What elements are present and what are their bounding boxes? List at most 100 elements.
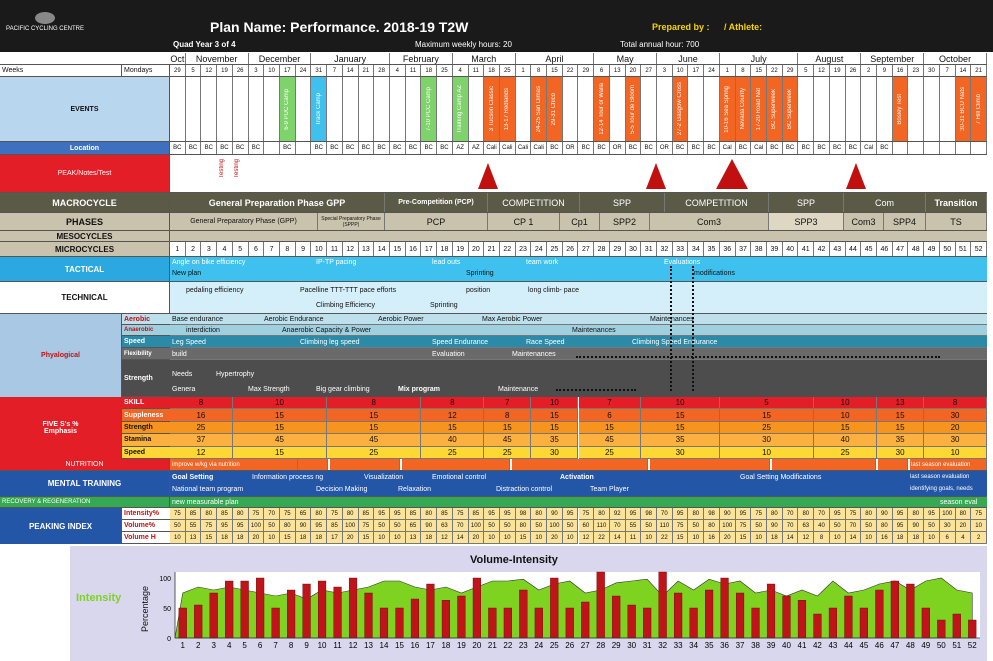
macro-gpp: General Preparation Phase GPP xyxy=(170,193,385,212)
monday-cell: 10 xyxy=(673,65,689,76)
anaerobic-band xyxy=(122,325,987,336)
peaking-value: 95 xyxy=(499,508,516,520)
peaking-value: 95 xyxy=(232,520,249,532)
location-cell: BC xyxy=(814,142,830,154)
recovery-1: new measurable plan xyxy=(172,499,239,506)
x-tick-label: 9 xyxy=(304,641,309,650)
x-tick-label: 32 xyxy=(658,641,667,650)
peaking-value: 20 xyxy=(342,532,359,544)
phases-label: PHASES xyxy=(0,213,170,230)
microcycle-cell: 5 xyxy=(233,242,249,256)
phase-cp1: CP 1 xyxy=(488,213,560,230)
peaking-value: 95 xyxy=(217,520,233,532)
intensity-bar xyxy=(705,589,714,639)
nutrition-label: NUTRITION xyxy=(0,459,170,470)
speed-band xyxy=(122,336,987,348)
intensity-bar xyxy=(364,592,373,639)
peaking-value: 10 xyxy=(641,532,658,544)
peaking-value: 90 xyxy=(421,520,438,532)
intensity-bar xyxy=(534,607,543,639)
peaking-value: 80 xyxy=(515,520,532,532)
events-row: EVENTS 6-9 PUC Camp Track Camp 7-10 PCC Ca… xyxy=(0,77,987,142)
location-cell: BC xyxy=(579,142,595,154)
five-s-row-label: SKILL xyxy=(122,397,170,410)
five-s-value: 15 xyxy=(578,421,642,435)
peaking-value: 14 xyxy=(782,532,799,544)
macrocycle-row: MACROCYCLE General Preparation Phase GPP… xyxy=(0,193,987,213)
monday-cell: 5 xyxy=(798,65,815,76)
peaking-value: 18 xyxy=(421,532,438,544)
x-tick-label: 45 xyxy=(859,641,868,650)
five-s-value: 35 xyxy=(531,434,579,447)
monday-cell: 14 xyxy=(956,65,972,76)
intensity-bar xyxy=(766,583,776,639)
monday-cell: 8 xyxy=(531,65,548,76)
tactical-4: team work xyxy=(526,259,559,266)
five-s-value: 45 xyxy=(484,434,532,447)
event-cell xyxy=(940,77,956,141)
peaking-value: 11 xyxy=(625,532,642,544)
five-s-value: 30 xyxy=(877,446,925,459)
five-s-value: 37 xyxy=(170,434,233,447)
mental-1: Goal Setting xyxy=(172,474,214,481)
technical-5: Climbing Efficiency xyxy=(316,302,376,309)
microcycles-row: MICROCYCLES 1 2 3 4 5 6 7 8 9 10 11 12 13 14 15 16 17 18 1… xyxy=(0,242,987,257)
monday-cell: 22 xyxy=(563,65,579,76)
five-s-value: 30 xyxy=(924,409,987,422)
monday-cell: 8 xyxy=(736,65,752,76)
peaking-value: 20 xyxy=(547,532,563,544)
intensity-bar xyxy=(859,607,868,639)
five-s-row-label: Strength xyxy=(122,421,170,435)
peaking-value: 80 xyxy=(767,508,783,520)
peaking-value: 12 xyxy=(798,532,815,544)
x-tick-label: 46 xyxy=(875,641,884,650)
peaking-value: 10 xyxy=(264,532,280,544)
peaking-value: 22 xyxy=(594,532,610,544)
event-cell: Training Camp AZ xyxy=(452,77,469,141)
event-cell xyxy=(610,77,626,141)
microcycle-cell: 43 xyxy=(830,242,846,256)
monday-cell: 23 xyxy=(908,65,925,76)
intensity-bar xyxy=(751,607,760,639)
peaking-value: 100 xyxy=(939,508,956,520)
strength-arrow xyxy=(556,389,636,391)
mesocycles-row: MESOCYCLES xyxy=(0,231,987,242)
microcycle-cell: 29 xyxy=(610,242,626,256)
microcycle-cell: 39 xyxy=(767,242,783,256)
tactical-row: TACTICAL Angle on bike efficiency IP-TP … xyxy=(0,257,987,282)
location-cell: BC xyxy=(437,142,453,154)
volume-h-label: Volume H xyxy=(122,532,170,544)
chart-side-label: Intensity xyxy=(76,592,122,604)
monday-cell: 3 xyxy=(249,65,265,76)
phase-spp4: SPP4 xyxy=(884,213,926,230)
monday-cell: 10 xyxy=(264,65,280,76)
monday-cell: 4 xyxy=(390,65,406,76)
x-tick-label: 44 xyxy=(844,641,853,650)
month-cell: March xyxy=(453,53,516,64)
peaking-value: 80 xyxy=(861,508,877,520)
location-cell: Cal xyxy=(861,142,877,154)
peaking-value: 20 xyxy=(468,532,485,544)
peak-marker-4 xyxy=(846,163,866,189)
x-tick-label: 22 xyxy=(503,641,512,650)
microcycle-cell: 45 xyxy=(861,242,877,256)
nutrition-band-9: last season evaluation xyxy=(910,459,987,470)
peaking-value: 50 xyxy=(688,520,705,532)
five-s-value: 15 xyxy=(531,409,579,422)
location-cell: AZ xyxy=(453,142,469,154)
five-s-value: 30 xyxy=(924,434,987,447)
volume-pct-label: Volume% xyxy=(122,520,170,532)
intensity-bar xyxy=(581,601,590,639)
mental-2: Information process ng xyxy=(252,474,324,481)
microcycle-cell: 13 xyxy=(359,242,375,256)
peaking-value: 100 xyxy=(342,520,359,532)
five-s-value: 15 xyxy=(641,421,720,435)
intensity-bar xyxy=(875,589,884,639)
intensity-bar xyxy=(813,613,822,639)
event-cell: Nevada County xyxy=(735,77,752,141)
location-cell xyxy=(971,142,987,154)
peaking-value: 13 xyxy=(405,532,422,544)
peaking-value: 90 xyxy=(719,508,736,520)
monday-cell: 24 xyxy=(704,65,720,76)
intensity-bar xyxy=(952,613,961,639)
